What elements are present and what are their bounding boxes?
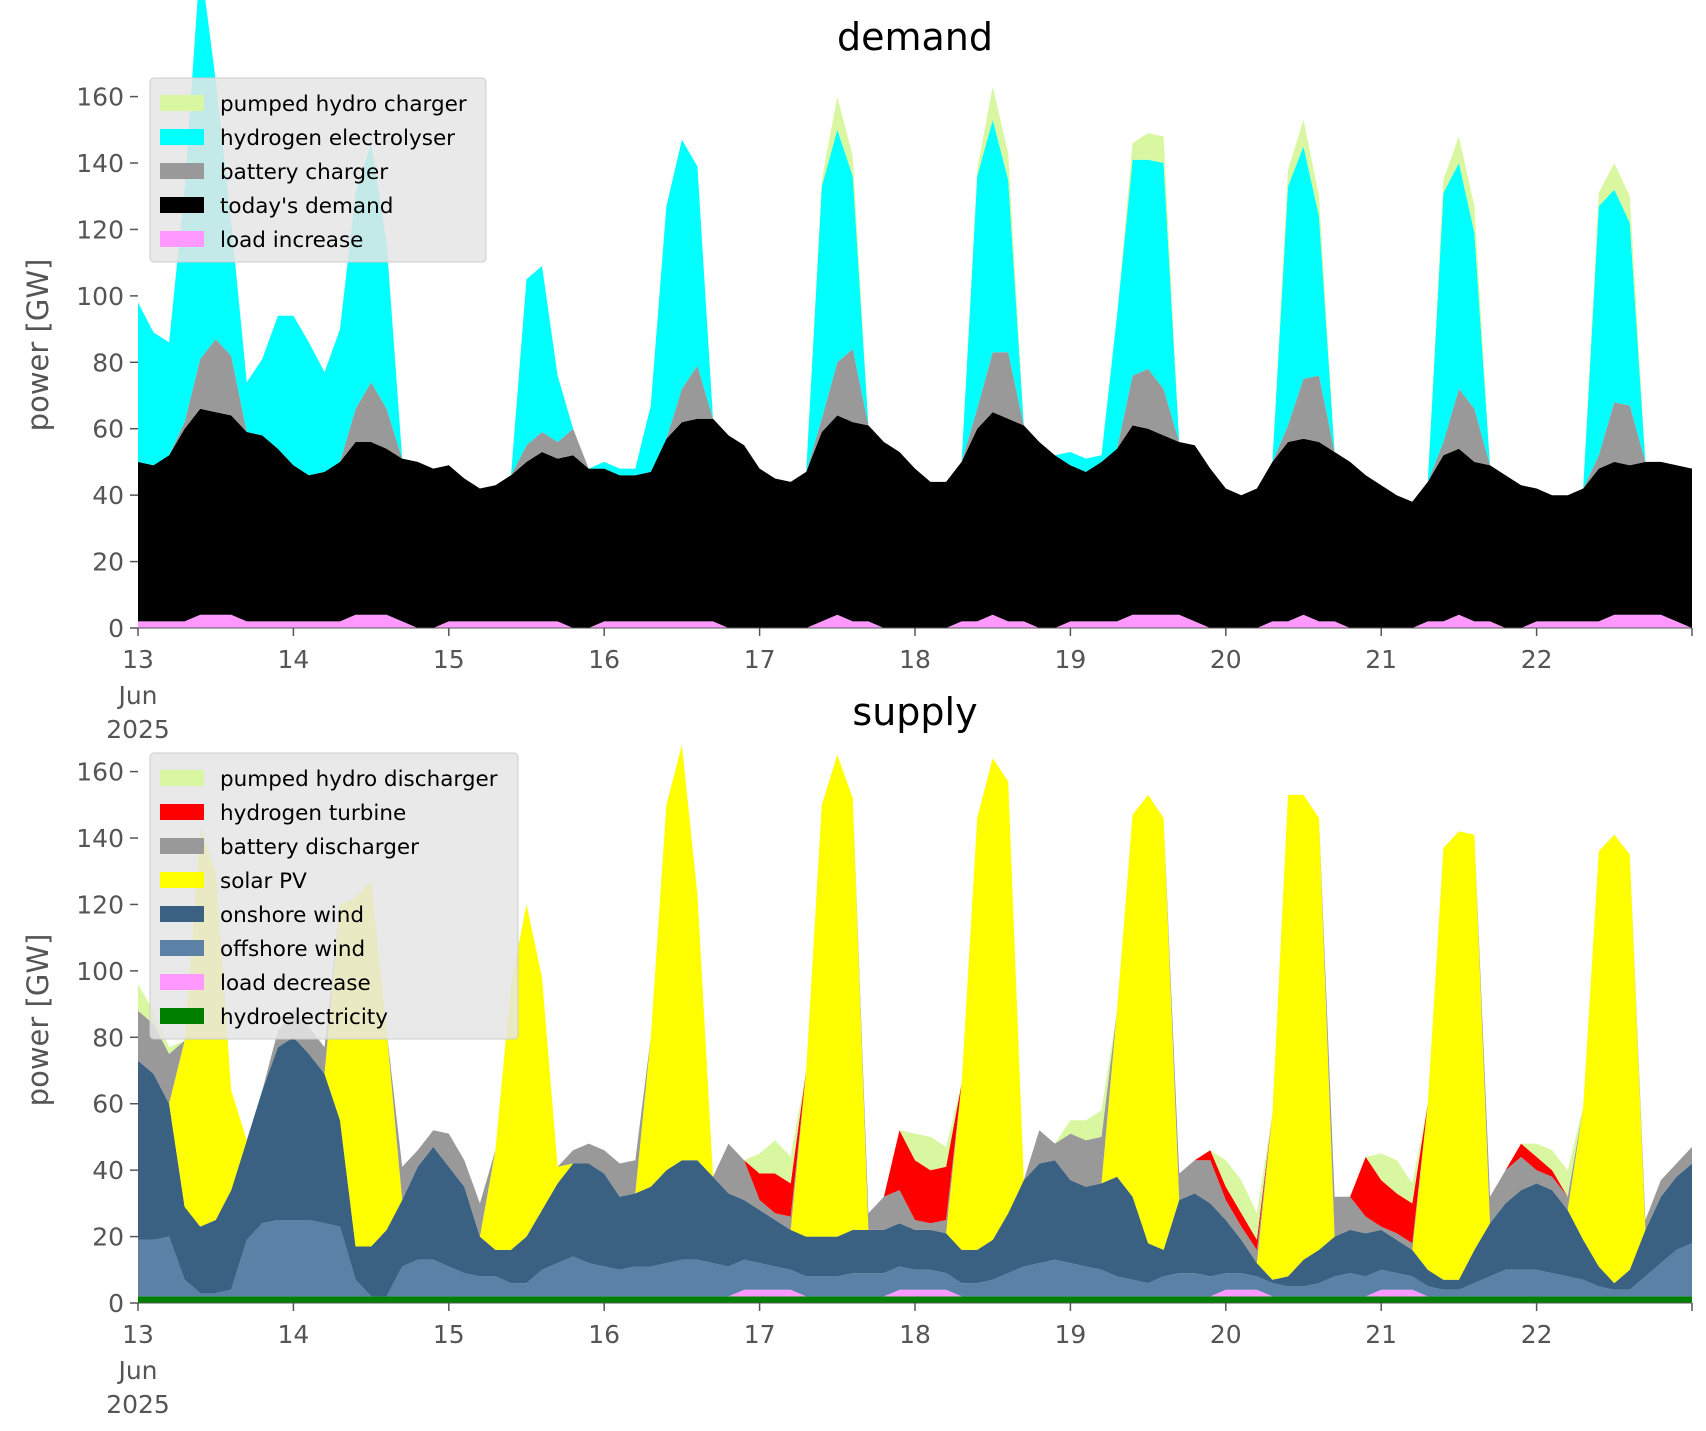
x-tick-label: 18	[899, 645, 931, 674]
area-onshore-wind	[138, 1037, 1692, 1297]
x-tick-label: 16	[588, 645, 620, 674]
x-tick-sublabel: Jun	[116, 1356, 157, 1385]
legend-label-load-decrease: load decrease	[220, 971, 371, 996]
legend-label-pumped-hydro-charger: pumped hydro charger	[220, 92, 467, 117]
demand-stacked-areas	[138, 0, 1692, 628]
legend-frame	[149, 77, 487, 263]
x-tick-label: 14	[277, 1320, 309, 1349]
y-tick-label: 140	[76, 149, 124, 178]
y-tick-label: 60	[92, 1090, 124, 1119]
y-tick-label: 100	[76, 282, 124, 311]
area-battery-charger	[138, 339, 1692, 502]
supply-y-ticks: 0 20 40 60 80 100 120 140 160	[76, 758, 138, 1318]
legend-swatch-pumped-hydro-charger	[160, 95, 204, 111]
x-tick-label: 20	[1210, 645, 1242, 674]
legend-label-hydrogen-electrolyser: hydrogen electrolyser	[220, 126, 455, 151]
x-tick-label: 22	[1521, 1320, 1553, 1349]
area-pumped-hydro-charger	[138, 0, 1692, 502]
y-tick-label: 80	[92, 1023, 124, 1052]
supply-chart-title: supply	[852, 690, 977, 734]
legend-swatch-offshore-wind	[160, 940, 204, 956]
area-offshore-wind	[138, 1220, 1692, 1297]
x-tick-label: 18	[899, 1320, 931, 1349]
supply-y-axis-label: power [GW]	[21, 934, 55, 1107]
legend-label-offshore-wind: offshore wind	[220, 937, 365, 962]
demand-y-axis-label: power [GW]	[21, 259, 55, 432]
x-tick-label: 17	[744, 645, 776, 674]
legend-swatch-battery-discharger	[160, 838, 204, 854]
supply-panel: supply power [GW] 020406080100120140160 …	[21, 690, 1693, 1419]
x-tick-label: 20	[1210, 1320, 1242, 1349]
demand-legend: pumped hydro charger hydrogen electrolyse…	[149, 77, 487, 263]
legend-label-onshore-wind: onshore wind	[220, 903, 364, 928]
legend-label-hydroelectricity: hydroelectricity	[220, 1005, 388, 1030]
y-tick-label: 160	[76, 83, 124, 112]
x-tick-label: 16	[588, 1320, 620, 1349]
y-tick-label: 140	[76, 824, 124, 853]
y-tick-label: 120	[76, 215, 124, 244]
legend-swatch-battery-charger	[160, 163, 204, 179]
x-tick-label: 15	[433, 645, 465, 674]
legend-label-hydrogen-turbine: hydrogen turbine	[220, 801, 406, 826]
legend-swatch-hydrogen-electrolyser	[160, 129, 204, 145]
x-tick-sublabel: Jun	[116, 681, 157, 710]
x-tick-label: 21	[1365, 1320, 1397, 1349]
demand-chart-title: demand	[837, 15, 993, 59]
legend-swatch-load-increase	[160, 231, 204, 247]
x-tick-label: 13	[122, 1320, 154, 1349]
x-tick-sublabel: 2025	[106, 1390, 170, 1419]
x-tick-label: 15	[433, 1320, 465, 1349]
supply-x-ticks: 13 14 15 16 17 18 19 20 21 22 Jun 2025	[106, 1302, 1693, 1419]
legend-swatch-load-decrease	[160, 974, 204, 990]
legend-label-solar-pv: solar PV	[220, 869, 307, 894]
supply-stacked-areas	[138, 745, 1692, 1303]
area-load-decrease	[138, 1289, 1692, 1297]
legend-label-pumped-hydro-discharger: pumped hydro discharger	[220, 767, 498, 792]
y-tick-label: 100	[76, 957, 124, 986]
demand-y-ticks: 0 20 40 60 80 100 120 140 160	[76, 83, 138, 643]
y-tick-label: 160	[76, 758, 124, 787]
area-hydroelectricity	[138, 1296, 1692, 1303]
legend-frame	[149, 752, 519, 1040]
y-tick-label: 0	[108, 614, 124, 643]
y-tick-label: 120	[76, 890, 124, 919]
x-tick-sublabel: 2025	[106, 715, 170, 744]
area-solar-pv	[138, 745, 1692, 1284]
area-load-increase	[138, 614, 1692, 628]
demand-x-ticks: 13 14 15 16 17 18 19 20 21 22 Jun 2025	[106, 627, 1693, 744]
area-hydrogen-electrolyser	[138, 0, 1692, 502]
area-pumped-hydro-discharger	[138, 745, 1692, 1240]
x-tick-label: 17	[744, 1320, 776, 1349]
x-tick-label: 21	[1365, 645, 1397, 674]
legend-label-battery-charger: battery charger	[220, 160, 388, 185]
demand-panel: demand power [GW] 020406080100120140160 …	[21, 0, 1693, 744]
legend-swatch-pumped-hydro-discharger	[160, 770, 204, 786]
x-tick-label: 14	[277, 645, 309, 674]
legend-swatch-solar-pv	[160, 872, 204, 888]
legend-label-load-increase: load increase	[220, 228, 363, 253]
supply-legend: pumped hydro discharger hydrogen turbine b…	[149, 752, 519, 1040]
y-tick-label: 40	[92, 481, 124, 510]
y-tick-label: 80	[92, 348, 124, 377]
legend-swatch-hydrogen-turbine	[160, 804, 204, 820]
x-tick-label: 19	[1054, 1320, 1086, 1349]
y-tick-label: 0	[108, 1289, 124, 1318]
x-tick-label: 13	[122, 645, 154, 674]
y-tick-label: 20	[92, 1223, 124, 1252]
y-tick-label: 60	[92, 415, 124, 444]
y-tick-label: 20	[92, 548, 124, 577]
legend-label-today-s-demand: today's demand	[220, 194, 393, 219]
legend-swatch-today-s-demand	[160, 197, 204, 213]
area-today-s-demand	[138, 408, 1692, 628]
legend-label-battery-discharger: battery discharger	[220, 835, 419, 860]
legend-swatch-hydroelectricity	[160, 1008, 204, 1024]
x-tick-label: 19	[1054, 645, 1086, 674]
y-tick-label: 40	[92, 1156, 124, 1185]
legend-swatch-onshore-wind	[160, 906, 204, 922]
x-tick-label: 22	[1521, 645, 1553, 674]
